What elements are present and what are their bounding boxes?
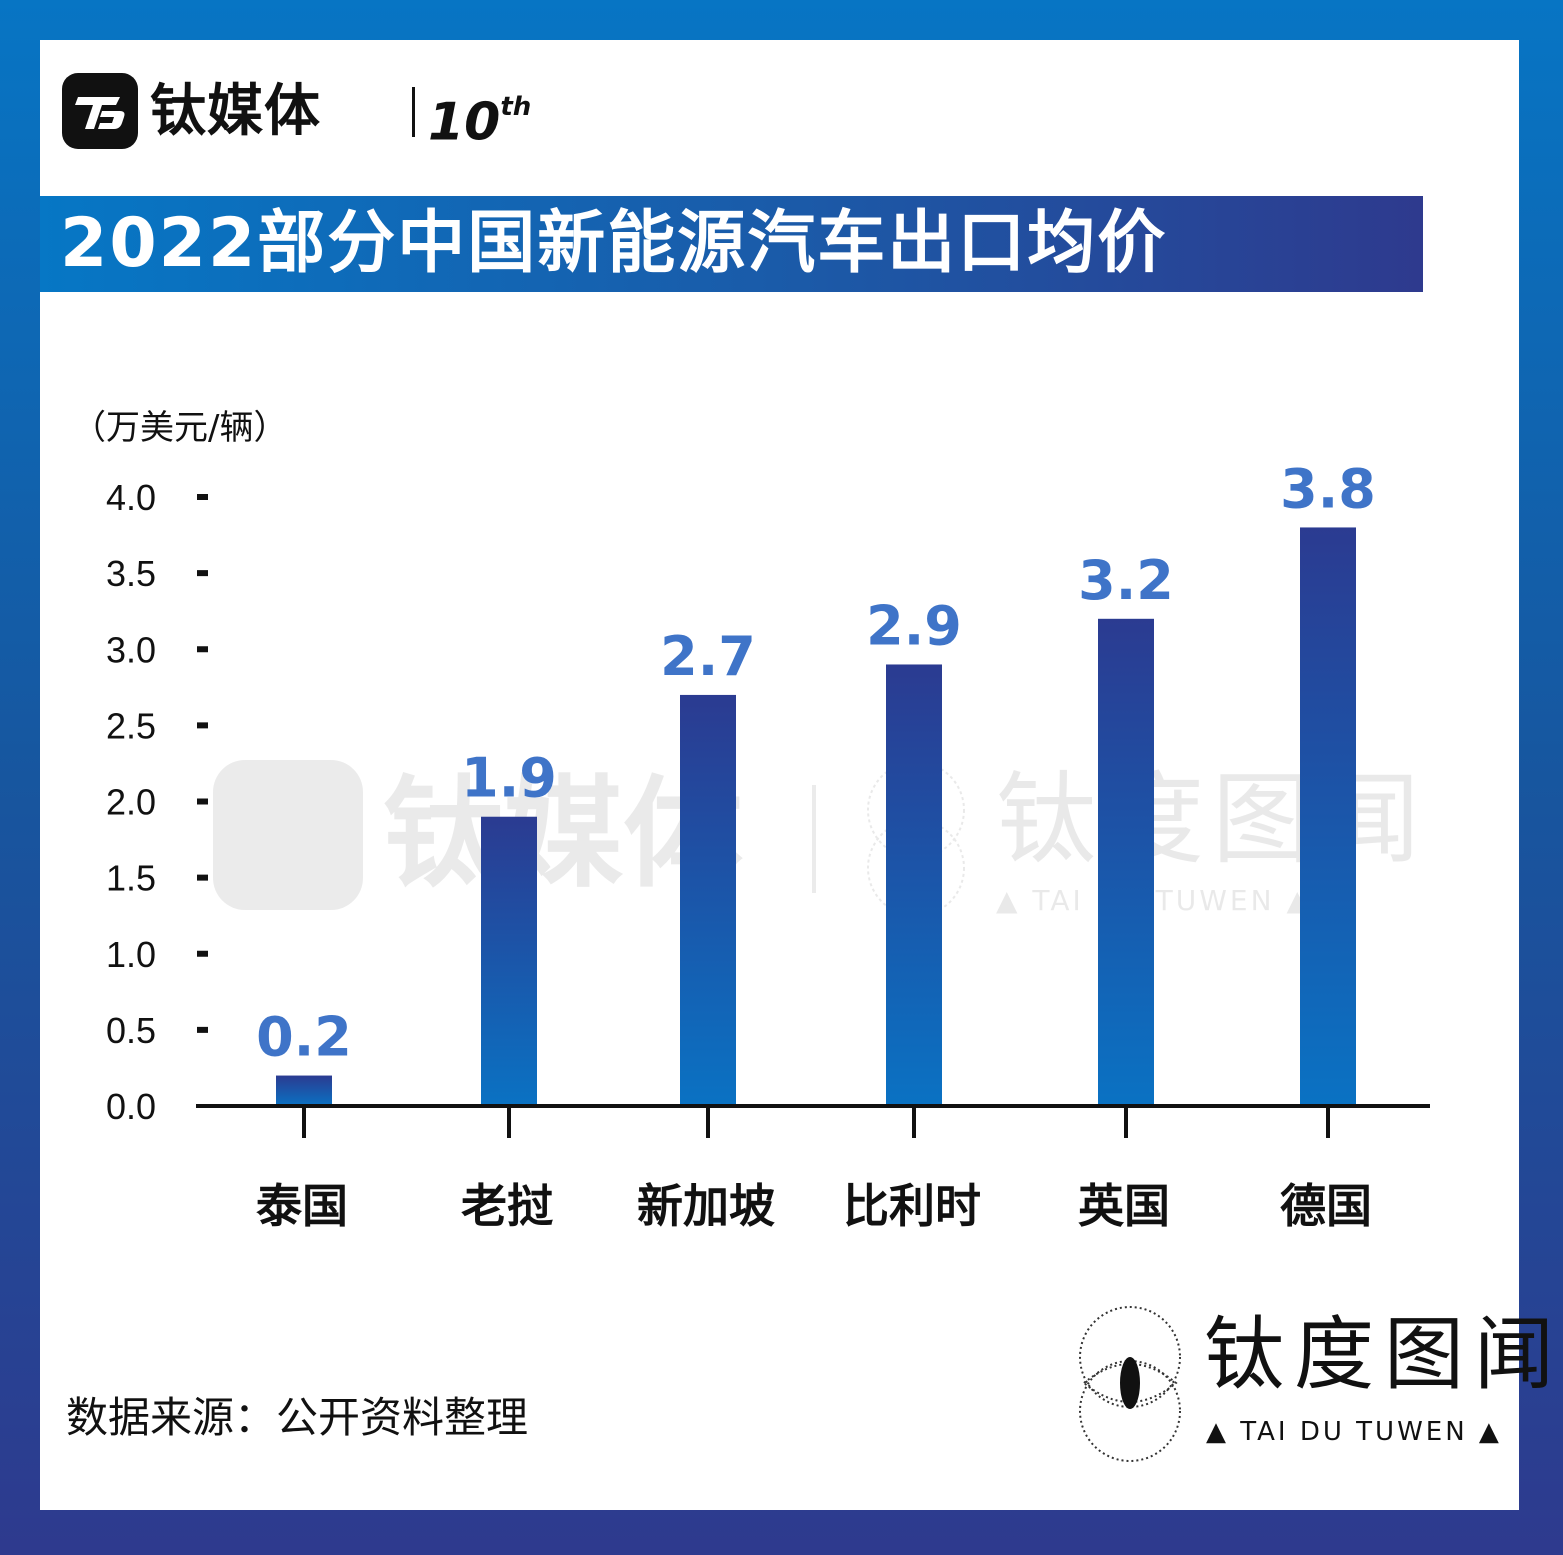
- bar-value-label: 2.9: [866, 594, 962, 657]
- x-tick-mark: [302, 1106, 306, 1138]
- bar: [886, 664, 942, 1106]
- y-tick-label: 4.0: [106, 477, 156, 518]
- x-category-label: 英国: [1078, 1179, 1170, 1233]
- y-tick-label: 0.0: [106, 1086, 156, 1127]
- taidu-eye-icon: [1079, 1306, 1181, 1462]
- brand-tenth-number: 10: [428, 92, 501, 153]
- y-tick-mark: [197, 494, 208, 500]
- y-tick-mark: [197, 798, 208, 805]
- y-tick-label: 1.0: [106, 934, 156, 975]
- x-tick-mark: [912, 1106, 916, 1138]
- x-tick-mark: [706, 1106, 710, 1138]
- chart-title: 2022部分中国新能源汽车出口均价: [60, 204, 1168, 283]
- data-source-note: 数据来源：公开资料整理: [66, 1393, 529, 1442]
- y-axis-unit-label: （万美元/辆）: [72, 408, 288, 448]
- x-category-label: 比利时: [843, 1179, 981, 1233]
- taidu-logo-name: 钛度图闻: [1204, 1308, 1563, 1401]
- y-tick-mark: [197, 570, 208, 577]
- y-tick-mark: [197, 1026, 208, 1033]
- y-tick-label: 0.5: [106, 1010, 156, 1051]
- bar: [1300, 527, 1356, 1106]
- taidu-logo-sub: ▲ TAI DU TUWEN ▲: [1206, 1417, 1502, 1447]
- bar-value-label: 1.9: [461, 747, 557, 810]
- bar: [481, 816, 537, 1106]
- brand-divider: [412, 87, 415, 137]
- bar-value-label: 2.7: [660, 625, 756, 688]
- y-tick-mark: [197, 722, 208, 729]
- bar: [276, 1075, 332, 1106]
- bar-value-label: 3.2: [1078, 549, 1174, 612]
- y-tick-label: 2.5: [106, 705, 156, 746]
- x-tick-mark: [1124, 1106, 1128, 1138]
- brand-tenth-anniversary: 10th: [428, 81, 531, 154]
- taidu-logo: 钛度图闻 ▲ TAI DU TUWEN ▲: [1076, 1305, 1554, 1465]
- x-category-label: 德国: [1280, 1179, 1372, 1233]
- brand-logo-icon: [62, 73, 138, 149]
- brand-name: 钛媒体: [150, 79, 321, 144]
- x-axis-line: [196, 1104, 1430, 1108]
- watermark-logo-icon: [213, 760, 363, 910]
- y-tick-mark: [197, 950, 208, 957]
- y-tick-label: 2.0: [106, 782, 156, 823]
- y-tick-label: 3.0: [106, 629, 156, 670]
- y-tick-mark: [197, 874, 208, 881]
- bar: [1098, 618, 1154, 1106]
- x-category-label: 新加坡: [637, 1179, 775, 1233]
- y-tick-label: 1.5: [106, 858, 156, 899]
- x-category-label: 泰国: [256, 1179, 348, 1233]
- bar-value-label: 0.2: [256, 1006, 352, 1069]
- y-tick-mark: [197, 646, 208, 653]
- bar-value-label: 3.8: [1280, 457, 1376, 520]
- brand-tenth-suffix: th: [500, 92, 532, 122]
- bar: [680, 694, 736, 1106]
- y-tick-label: 3.5: [106, 553, 156, 594]
- x-tick-mark: [1326, 1106, 1330, 1138]
- x-category-label: 老挝: [461, 1179, 553, 1233]
- title-banner: [40, 196, 1423, 292]
- x-tick-mark: [507, 1106, 511, 1138]
- watermark-divider: [812, 785, 816, 893]
